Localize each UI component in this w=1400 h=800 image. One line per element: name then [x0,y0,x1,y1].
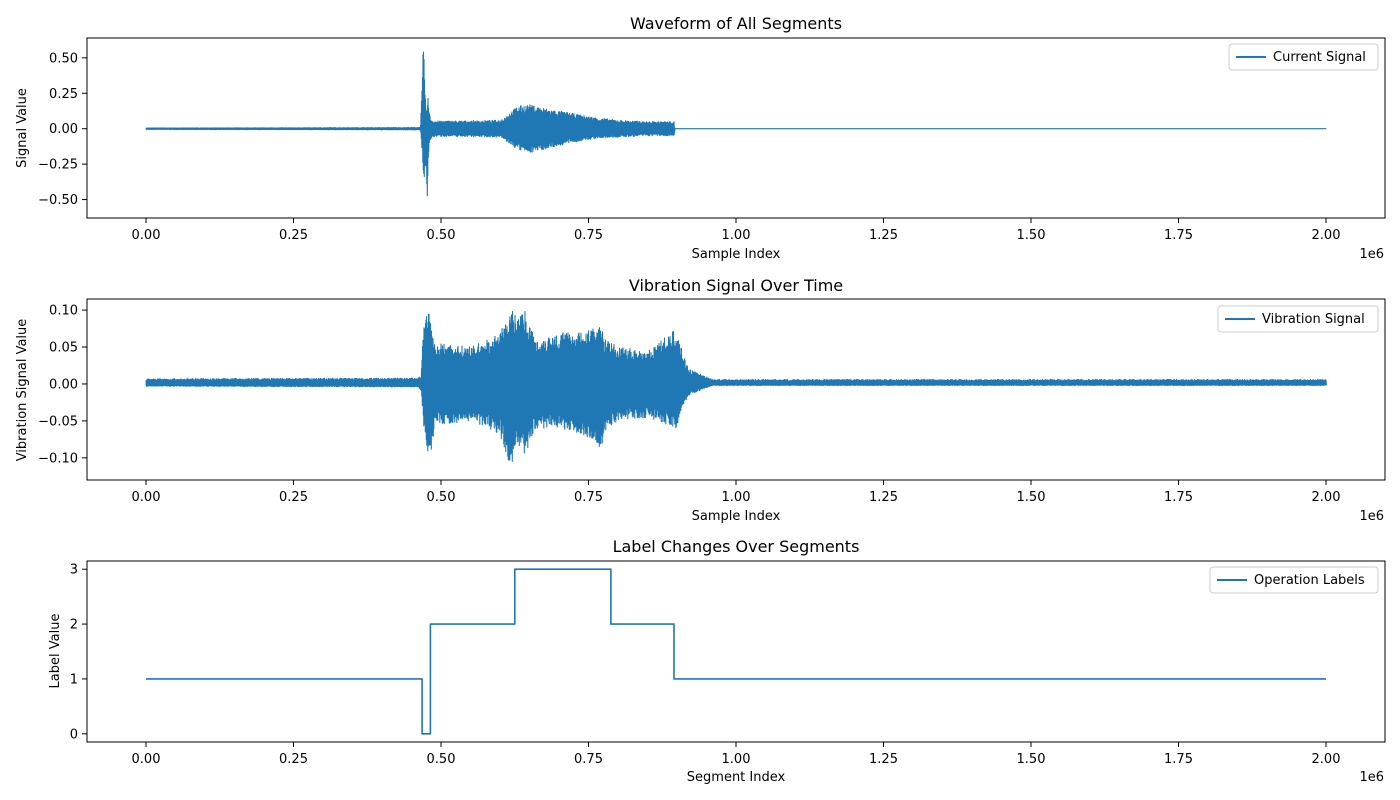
chart-1-xlabel: Sample Index [692,247,781,262]
chart-3-y-ticks: 3 2 1 0 [70,563,87,742]
series-line [146,568,1326,735]
chart-3-legend-box [1209,566,1379,594]
chart-2-ylabel: Vibration Signal Value [15,319,30,462]
x-tick-label: 1.50 [1017,228,1046,243]
y-tick-label: 0.05 [49,341,78,356]
y-tick-label: 1 [70,672,78,687]
x-tick-label: 1.50 [1017,490,1046,505]
chart-3-x-multiplier: 1e6 [1359,770,1384,785]
x-tick-label: 0.50 [427,228,456,243]
x-tick-label: 0.75 [574,490,603,505]
series-line [145,310,1327,462]
x-tick-label: 1.75 [1164,228,1193,243]
y-tick-label: −0.50 [38,193,78,208]
chart-1-series [145,51,1327,197]
chart-3-series [146,568,1326,735]
x-tick-label: 1.00 [722,752,751,767]
chart-2-legend-label: Vibration Signal [1262,312,1365,327]
x-tick-label: 0.25 [279,490,308,505]
x-tick-label: 0.00 [132,752,161,767]
x-tick-label: 2.00 [1312,490,1341,505]
y-tick-label: 0.25 [49,87,78,102]
chart-2-xlabel: Sample Index [692,509,781,524]
y-tick-label: −0.25 [38,158,78,173]
chart-1-x-ticks: 0.00 0.25 0.50 0.75 1.00 1.25 1.50 1.75 2.00 [132,218,1341,243]
chart-3-x-ticks: 0.00 0.25 0.50 0.75 1.00 1.25 1.50 1.75 2.00 [132,742,1341,767]
x-tick-label: 1.00 [722,490,751,505]
chart-1-title: Waveform of All Segments [630,14,842,33]
y-tick-label: 0.00 [49,122,78,137]
chart-2-y-ticks: 0.10 0.05 0.00 −0.05 −0.10 [38,304,87,466]
chart-panel-3: Label Changes Over Segments 0.00 0.25 0.50… [48,537,1386,785]
chart-3-xlabel: Segment Index [687,770,786,785]
chart-3-title: Label Changes Over Segments [613,537,860,556]
y-tick-label: 0 [70,727,78,742]
y-tick-label: −0.10 [38,451,78,466]
chart-2-legend: Vibration Signal [1217,305,1379,333]
y-tick-label: −0.05 [38,414,78,429]
chart-1-x-multiplier: 1e6 [1359,247,1384,262]
y-tick-label: 0.50 [49,51,78,66]
x-tick-label: 0.75 [574,752,603,767]
y-tick-label: 2 [70,618,78,633]
x-tick-label: 2.00 [1312,228,1341,243]
x-tick-label: 1.00 [722,228,751,243]
x-tick-label: 0.50 [427,752,456,767]
y-tick-label: 0.00 [49,377,78,392]
chart-panel-1: Waveform of All Segments 0.00 0.25 0.50 0.7… [15,14,1386,262]
x-tick-label: 1.25 [869,752,898,767]
chart-1-legend-label: Current Signal [1273,50,1366,65]
x-tick-label: 1.25 [869,490,898,505]
y-tick-label: 0.10 [49,304,78,319]
x-tick-label: 0.50 [427,490,456,505]
chart-1-legend: Current Signal [1228,43,1379,71]
y-tick-label: 3 [70,563,78,578]
chart-3-legend: Operation Labels [1209,566,1379,594]
x-tick-label: 1.75 [1164,490,1193,505]
x-tick-label: 0.00 [132,228,161,243]
chart-1-ylabel: Signal Value [15,88,30,168]
chart-3-legend-label: Operation Labels [1254,573,1365,588]
series-line [145,51,1327,197]
x-tick-label: 0.75 [574,228,603,243]
x-tick-label: 0.25 [279,752,308,767]
chart-3-ylabel: Label Value [48,614,63,689]
x-tick-label: 1.50 [1017,752,1046,767]
chart-2-series [145,310,1327,462]
chart-2-legend-box [1217,305,1379,333]
x-tick-label: 1.25 [869,228,898,243]
x-tick-label: 0.25 [279,228,308,243]
chart-1-legend-box [1228,43,1379,71]
chart-2-x-multiplier: 1e6 [1359,509,1384,524]
chart-1-y-ticks: 0.50 0.25 0.00 −0.25 −0.50 [38,51,87,208]
x-tick-label: 2.00 [1312,752,1341,767]
chart-2-x-ticks: 0.00 0.25 0.50 0.75 1.00 1.25 1.50 1.75 2.00 [132,480,1341,505]
x-tick-label: 1.75 [1164,752,1193,767]
chart-2-title: Vibration Signal Over Time [629,276,843,295]
x-tick-label: 0.00 [132,490,161,505]
chart-panel-2: Vibration Signal Over Time 0.00 0.25 0.50 0… [15,276,1386,524]
